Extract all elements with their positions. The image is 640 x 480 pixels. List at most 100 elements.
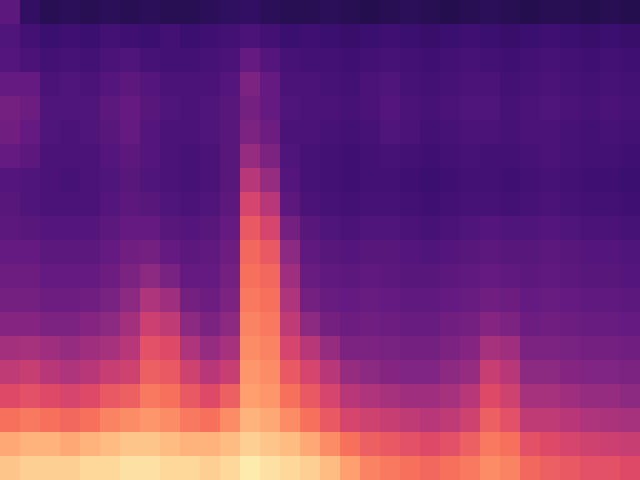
cell	[600, 288, 621, 313]
cell	[560, 384, 581, 409]
cell	[560, 240, 581, 265]
cell	[620, 24, 640, 49]
cell	[500, 72, 521, 97]
cell	[220, 408, 241, 433]
cell	[520, 240, 541, 265]
cell	[180, 264, 201, 289]
cell	[0, 144, 21, 169]
cell	[420, 456, 441, 480]
cell	[360, 288, 381, 313]
cell	[160, 216, 181, 241]
cell	[540, 144, 561, 169]
cell	[480, 432, 501, 457]
cell	[320, 120, 341, 145]
cell	[40, 288, 61, 313]
cell	[580, 72, 601, 97]
cell	[260, 168, 281, 193]
cell	[500, 360, 521, 385]
cell	[40, 0, 61, 25]
cell	[340, 0, 361, 25]
cell	[180, 192, 201, 217]
cell	[260, 456, 281, 480]
cell	[620, 96, 640, 121]
cell	[320, 96, 341, 121]
cell	[580, 360, 601, 385]
cell	[440, 384, 461, 409]
cell	[520, 216, 541, 241]
cell	[20, 24, 41, 49]
cell	[480, 48, 501, 73]
cell	[400, 120, 421, 145]
cell	[340, 360, 361, 385]
cell	[460, 432, 481, 457]
cell	[360, 72, 381, 97]
cell	[20, 288, 41, 313]
cell	[620, 240, 640, 265]
cell	[460, 120, 481, 145]
cell	[140, 168, 161, 193]
cell	[460, 264, 481, 289]
cell	[520, 408, 541, 433]
cell	[260, 72, 281, 97]
cell	[200, 0, 221, 25]
cell	[520, 0, 541, 25]
cell	[540, 336, 561, 361]
cell	[180, 336, 201, 361]
cell	[340, 120, 361, 145]
cell	[340, 432, 361, 457]
cell	[200, 384, 221, 409]
cell	[520, 24, 541, 49]
cell	[200, 192, 221, 217]
cell	[420, 0, 441, 25]
cell	[540, 264, 561, 289]
cell	[220, 192, 241, 217]
cell	[100, 120, 121, 145]
cell	[120, 408, 141, 433]
cell	[220, 48, 241, 73]
cell	[200, 216, 221, 241]
cell	[360, 408, 381, 433]
cell	[420, 336, 441, 361]
cell	[380, 24, 401, 49]
cell	[80, 336, 101, 361]
cell	[280, 120, 301, 145]
cell	[40, 120, 61, 145]
cell	[440, 96, 461, 121]
cell	[220, 312, 241, 337]
cell	[580, 408, 601, 433]
cell	[500, 264, 521, 289]
cell	[560, 144, 581, 169]
cell	[400, 240, 421, 265]
cell	[20, 240, 41, 265]
cell	[100, 312, 121, 337]
cell	[500, 24, 521, 49]
cell	[240, 432, 261, 457]
cell	[140, 192, 161, 217]
cell	[380, 336, 401, 361]
cell	[440, 120, 461, 145]
cell	[300, 408, 321, 433]
cell	[140, 96, 161, 121]
cell	[60, 288, 81, 313]
cell	[440, 48, 461, 73]
cell	[620, 216, 640, 241]
cell	[560, 24, 581, 49]
cell	[140, 72, 161, 97]
cell	[440, 288, 461, 313]
cell	[100, 96, 121, 121]
cell	[600, 192, 621, 217]
cell	[280, 432, 301, 457]
cell	[500, 216, 521, 241]
cell	[60, 336, 81, 361]
cell	[540, 288, 561, 313]
cell	[580, 96, 601, 121]
cell	[420, 312, 441, 337]
cell	[120, 288, 141, 313]
cell	[200, 432, 221, 457]
cell	[340, 216, 361, 241]
cell	[300, 96, 321, 121]
cell	[340, 168, 361, 193]
cell	[360, 24, 381, 49]
cell	[280, 168, 301, 193]
cell	[180, 24, 201, 49]
